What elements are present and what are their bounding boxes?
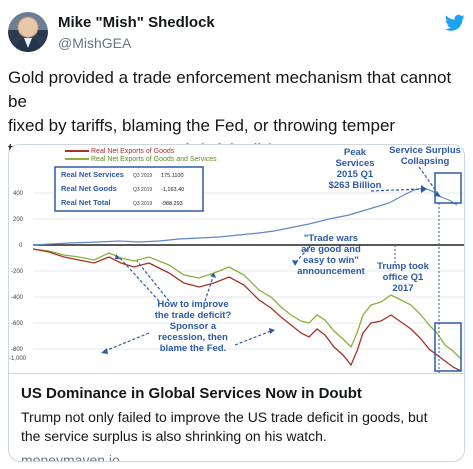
y-tick: -1,000 (9, 356, 27, 362)
annotation-trade-wars: easy to win" (303, 255, 359, 266)
annotation-trump: 2017 (392, 283, 413, 294)
y-tick: -600 (11, 321, 24, 327)
display-name[interactable]: Mike "Mish" Shedlock (58, 14, 215, 31)
annotation-surplus: Collapsing (401, 156, 450, 167)
goods-label: Real Net Goods (61, 184, 117, 193)
annotation-deficit: Sponsor a (170, 321, 217, 332)
y-tick: -200 (11, 269, 24, 275)
annotation-peak: Services (335, 158, 374, 169)
annotation-surplus: Service Surplus (389, 145, 461, 156)
avatar-collar (24, 38, 32, 48)
annotation-deficit: blame the Fed. (160, 343, 227, 354)
annotation-deficit: recession, then (158, 332, 228, 343)
annotation-trump: office Q1 (383, 272, 424, 283)
total-label: Real Net Total (61, 198, 110, 207)
goods-value: -1,163.40 (161, 187, 184, 193)
total-value: -988.293 (161, 201, 183, 207)
card-domain[interactable]: moneymaven.io (21, 452, 120, 462)
card-description-line-2: the service surplus is also shrinking on… (21, 428, 327, 444)
annotation-trade-wars: announcement (297, 266, 365, 277)
annotation-trump: Trump took (377, 261, 429, 272)
legend-goods: Real Net Exports of Goods (91, 148, 175, 155)
annotation-trade-wars: "Trade wars (304, 233, 358, 244)
y-tick: -800 (11, 347, 24, 353)
card-title[interactable]: US Dominance in Global Services Now in D… (21, 385, 362, 402)
card-description: Trump not only failed to improve the US … (21, 408, 452, 446)
y-tick: 400 (13, 191, 24, 197)
annotation-trade-wars: are good and (301, 244, 361, 255)
twitter-bird-icon[interactable] (445, 14, 465, 32)
y-tick: 0 (19, 243, 23, 249)
services-value: 175.1100 (161, 173, 184, 179)
card-body[interactable]: US Dominance in Global Services Now in D… (9, 373, 464, 462)
y-tick: 200 (13, 217, 24, 223)
annotation-peak: $263 Billion (329, 180, 382, 191)
tweet-header: Mike "Mish" Shedlock @MishGEA (8, 8, 465, 56)
annotation-peak: 2015 Q1 (337, 169, 374, 180)
chart-graphic: 400 200 0 -200 -400 -600 -800 -1,000 Rea… (9, 145, 464, 373)
user-handle[interactable]: @MishGEA (58, 35, 132, 51)
tweet-text-line-2: fixed by tariffs, blaming the Fed, or th… (8, 116, 396, 135)
link-card[interactable]: 400 200 0 -200 -400 -600 -800 -1,000 Rea… (8, 144, 465, 462)
total-date: Q3 2019 (133, 201, 152, 207)
services-label: Real Net Services (61, 170, 124, 179)
services-date: Q3 2019 (133, 173, 152, 179)
card-description-line-1: Trump not only failed to improve the US … (21, 409, 428, 425)
goods-date: Q3 2019 (133, 187, 152, 193)
y-tick: -400 (11, 295, 24, 301)
card-chart-image[interactable]: 400 200 0 -200 -400 -600 -800 -1,000 Rea… (9, 145, 464, 373)
annotation-deficit: How to improve (157, 299, 228, 310)
annotation-deficit: the trade deficit? (155, 310, 232, 321)
legend-goods-services: Real Net Exports of Goods and Services (91, 156, 217, 163)
tweet-text-line-1: Gold provided a trade enforcement mechan… (8, 68, 452, 111)
avatar[interactable] (8, 12, 48, 52)
annotation-peak: Peak (344, 147, 367, 158)
